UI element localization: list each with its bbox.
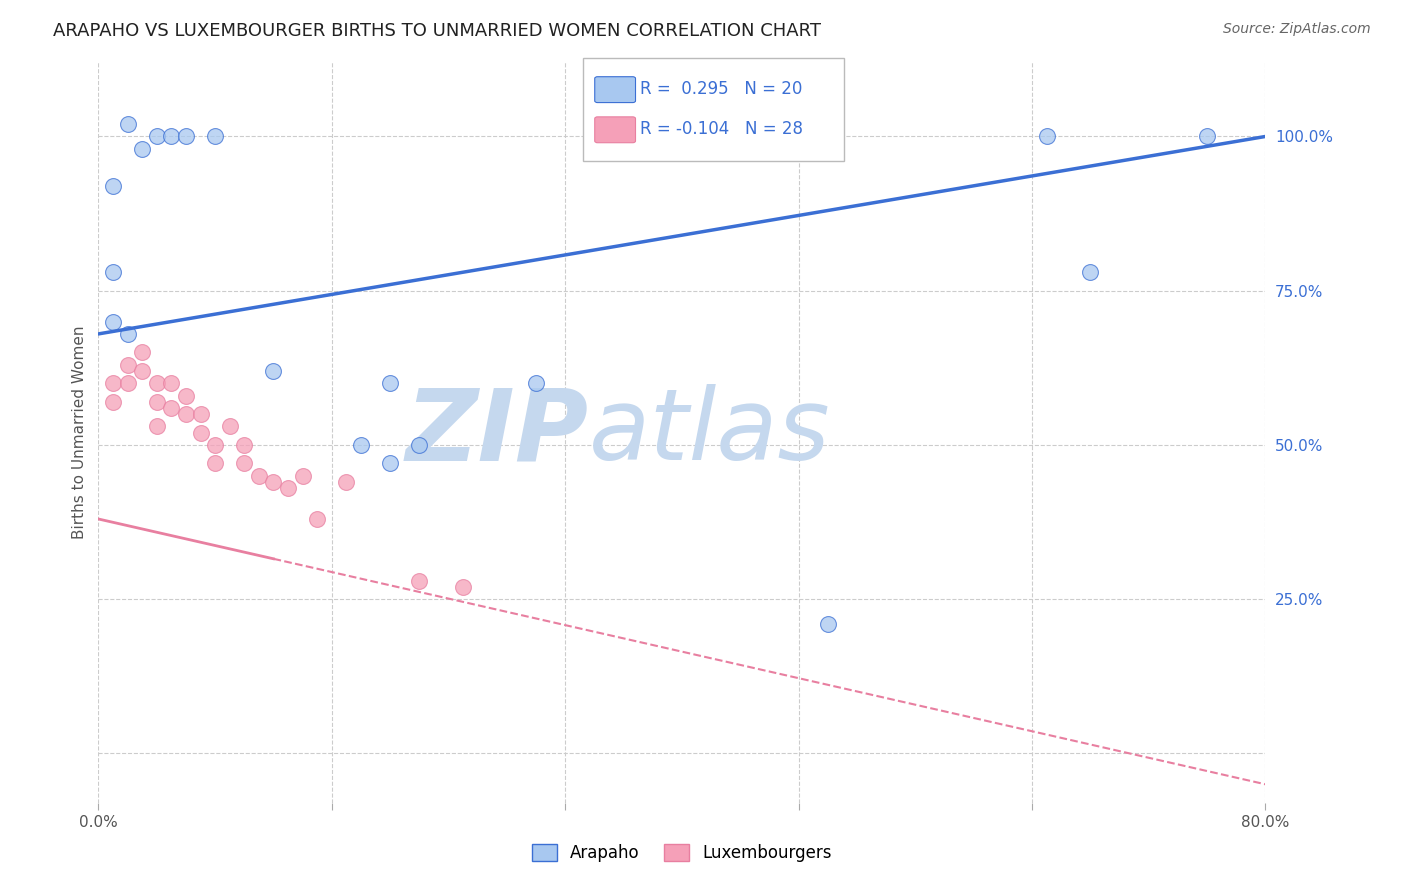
Point <box>524 376 547 391</box>
Point <box>131 364 153 378</box>
Point <box>335 475 357 489</box>
Point <box>307 512 329 526</box>
Point <box>146 394 169 409</box>
Point <box>146 376 169 391</box>
Point <box>247 468 270 483</box>
Point <box>174 129 197 144</box>
Point <box>190 407 212 421</box>
Point <box>1080 265 1102 279</box>
Point <box>262 364 284 378</box>
Legend: Arapaho, Luxembourgers: Arapaho, Luxembourgers <box>524 837 839 869</box>
Point <box>1195 129 1218 144</box>
Point <box>817 616 839 631</box>
Point <box>101 315 124 329</box>
Point <box>101 394 124 409</box>
Point <box>117 358 139 372</box>
Text: ZIP: ZIP <box>405 384 589 481</box>
Point <box>380 376 402 391</box>
Point <box>291 468 314 483</box>
Point <box>117 117 139 131</box>
Y-axis label: Births to Unmarried Women: Births to Unmarried Women <box>72 326 87 540</box>
Point <box>204 457 226 471</box>
Point <box>233 457 256 471</box>
Point <box>160 401 183 415</box>
Point <box>408 438 430 452</box>
Point <box>190 425 212 440</box>
Point <box>380 457 402 471</box>
Point <box>117 376 139 391</box>
Point <box>408 574 430 588</box>
Point <box>131 142 153 156</box>
Point <box>233 438 256 452</box>
Point <box>160 376 183 391</box>
Point <box>117 326 139 341</box>
Point <box>174 389 197 403</box>
Point <box>101 178 124 193</box>
Text: R = -0.104   N = 28: R = -0.104 N = 28 <box>640 120 803 138</box>
Point <box>160 129 183 144</box>
Text: atlas: atlas <box>589 384 830 481</box>
Point <box>204 129 226 144</box>
Point <box>146 129 169 144</box>
Text: R =  0.295   N = 20: R = 0.295 N = 20 <box>640 80 801 98</box>
Text: Source: ZipAtlas.com: Source: ZipAtlas.com <box>1223 22 1371 37</box>
Text: ARAPAHO VS LUXEMBOURGER BIRTHS TO UNMARRIED WOMEN CORRELATION CHART: ARAPAHO VS LUXEMBOURGER BIRTHS TO UNMARR… <box>53 22 821 40</box>
Point <box>146 419 169 434</box>
Point <box>277 481 299 495</box>
Point <box>131 345 153 359</box>
Point <box>262 475 284 489</box>
Point <box>101 376 124 391</box>
Point <box>1035 129 1057 144</box>
Point <box>174 407 197 421</box>
Point <box>451 580 474 594</box>
Point <box>101 265 124 279</box>
Point <box>350 438 373 452</box>
Point <box>204 438 226 452</box>
Point <box>218 419 240 434</box>
